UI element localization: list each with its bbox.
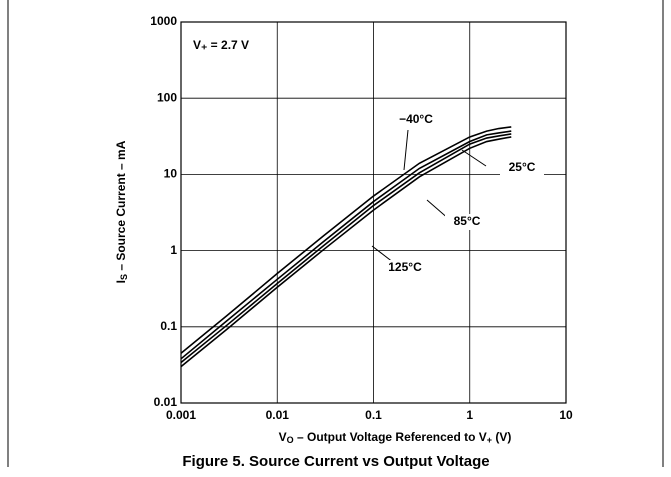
x-tick-label: 0.001 (166, 408, 196, 422)
series-line (180, 126, 512, 354)
y-tick-label: 100 (157, 90, 177, 104)
y-tick-label: 1 (170, 243, 177, 257)
y-label-sub: S (119, 274, 129, 280)
series-label: 25°C (509, 160, 536, 174)
leader (403, 129, 409, 171)
x-axis-label: VO – Output Voltage Referenced to V+ (V) (279, 430, 512, 445)
x-label-unit: (V) (492, 430, 511, 444)
x-tick-label: 0.1 (365, 408, 382, 422)
y-tick-label: 10 (164, 167, 178, 181)
caption: Figure 5. Source Current vs Output Volta… (182, 453, 489, 470)
series-label: 125°C (388, 260, 422, 274)
condition: V₊ = 2.7 V (193, 38, 249, 52)
grid (180, 21, 567, 404)
y-label-text: – Source Current – mA (114, 140, 128, 274)
x-tick-label: 10 (559, 408, 573, 422)
series-line (180, 130, 512, 360)
condition-box (188, 35, 260, 57)
series-line (180, 136, 512, 368)
y-tick-label: 1000 (150, 14, 177, 28)
label-bg (394, 112, 438, 128)
x-label-sub: O (287, 435, 294, 445)
x-label-symbol: V (279, 430, 287, 444)
curves (180, 126, 512, 368)
series-label: 85°C (454, 214, 481, 228)
label-bg (383, 260, 427, 276)
series-labels: −40°C 25°C 85°C 125°C (383, 112, 544, 276)
y-axis-label: IS – Source Current – mA (114, 140, 129, 283)
series-label: −40°C (399, 112, 433, 126)
label-bg (445, 214, 489, 230)
leader (461, 149, 487, 167)
y-tick-label: 0.1 (160, 319, 177, 333)
series-line (180, 133, 512, 364)
x-label-text: – Output Voltage Referenced to V (294, 430, 487, 444)
y-tick-label: 0.01 (154, 395, 178, 409)
x-label-sub2: + (487, 435, 492, 445)
x-tick-label: 1 (466, 408, 473, 422)
y-label-symbol: I (114, 280, 128, 283)
x-tick-label: 0.01 (266, 408, 290, 422)
label-bg (500, 160, 544, 176)
